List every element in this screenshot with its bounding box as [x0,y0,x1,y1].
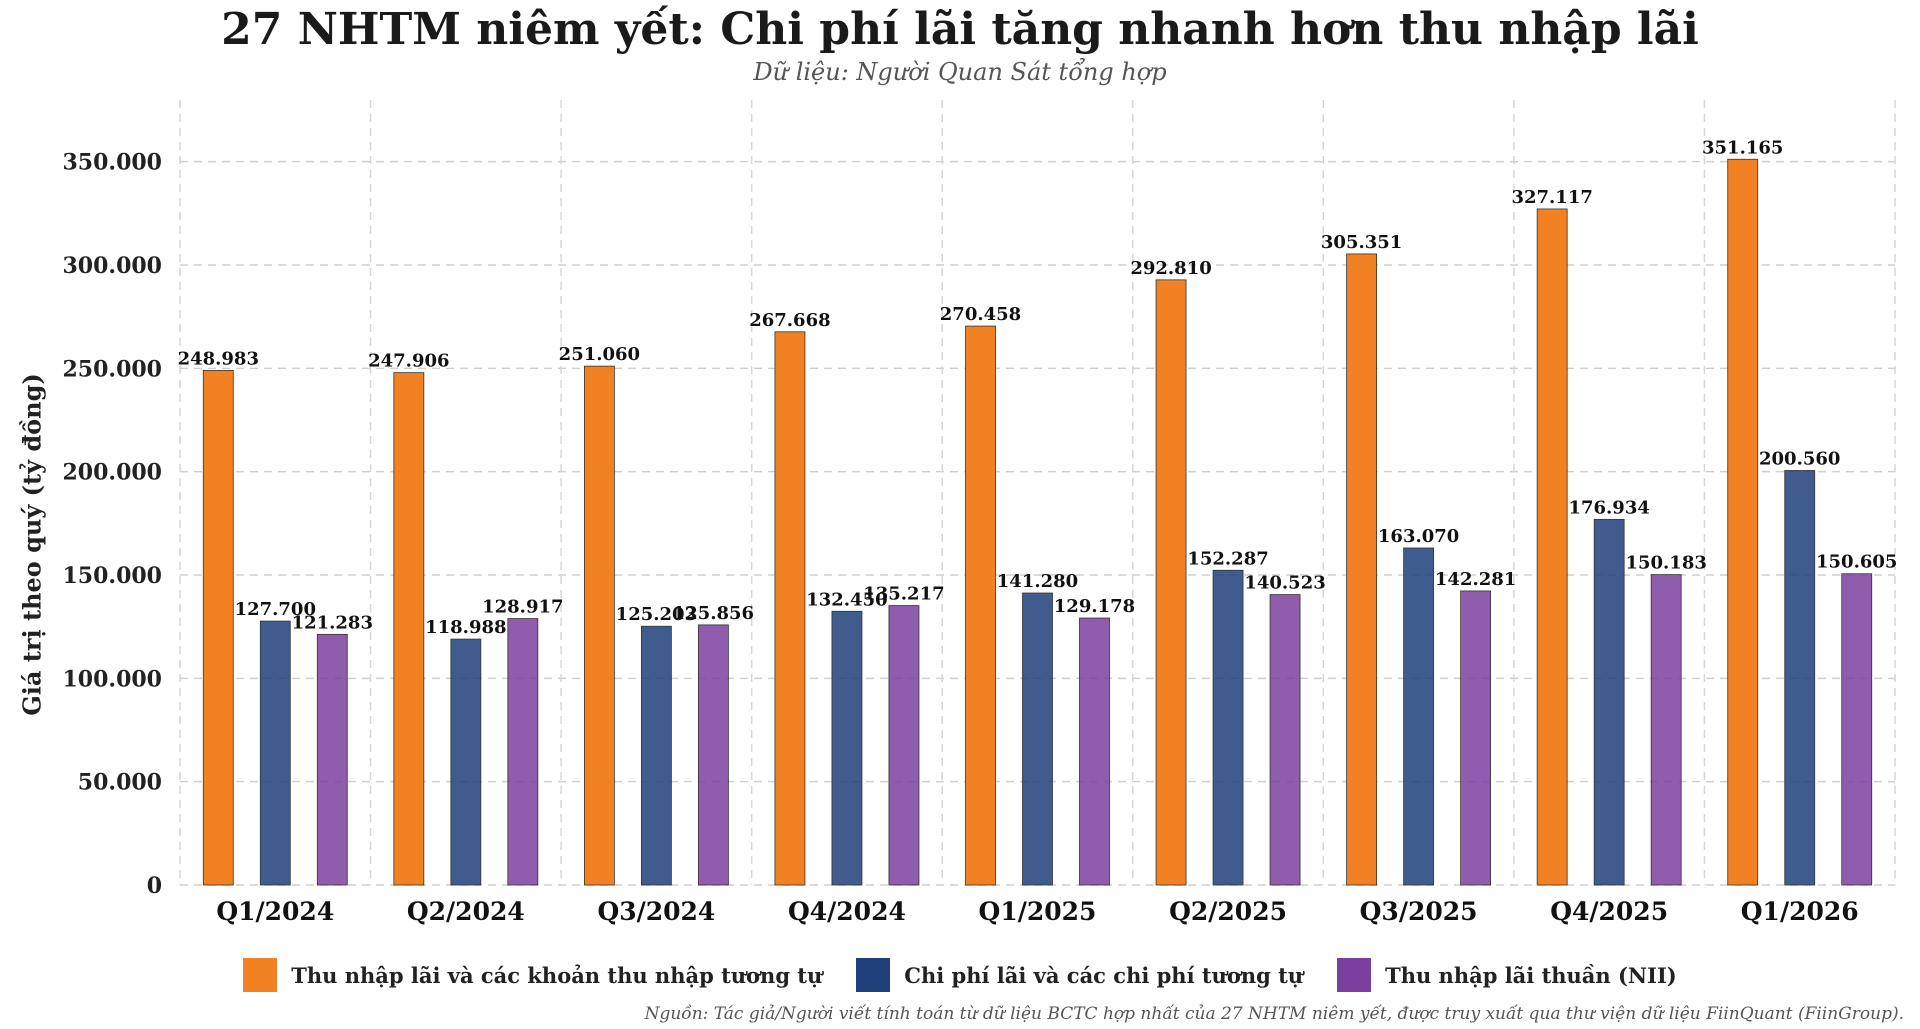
bar-nii [1460,590,1492,886]
data-label: 142.281 [1435,569,1516,590]
legend-item-interest-income: Thu nhập lãi và các khoản thu nhập tương… [243,958,822,992]
bar-interest-income [1727,158,1759,886]
bar-interest-income [583,365,615,886]
data-label: 129.178 [1054,596,1135,617]
y-tick-label: 0 [147,873,162,899]
x-tick-label: Q3/2025 [1360,897,1478,926]
chart-title: 27 NHTM niêm yết: Chi phí lãi tăng nhanh… [221,4,1699,55]
data-label: 270.458 [940,304,1021,325]
bar-interest-income [202,370,234,886]
data-label: 200.560 [1759,449,1840,470]
bar-nii [888,605,920,886]
bar-nii [507,618,539,886]
data-label: 121.283 [292,612,373,633]
data-label: 127.700 [235,599,316,620]
data-label: 351.165 [1702,137,1783,158]
legend-swatch-interest-expense [856,958,891,992]
data-label: 125.856 [673,603,754,624]
bar-interest-income [1155,279,1187,886]
legend-swatch-nii [1337,958,1372,992]
bar-nii [697,624,729,886]
data-label: 150.605 [1816,552,1897,573]
data-label: 132.450 [806,589,887,610]
legend-label-interest-expense: Chi phí lãi và các chi phí tương tự [904,962,1304,988]
bar-interest-expense [640,625,672,886]
data-label: 163.070 [1378,526,1459,547]
bar-interest-income [774,331,806,886]
x-tick-label: Q4/2025 [1550,897,1668,926]
y-tick-label: 100.000 [62,666,162,692]
bar-nii [316,633,348,886]
data-label: 327.117 [1511,187,1592,208]
y-tick-label: 250.000 [62,356,162,382]
legend-swatch-interest-income [243,958,278,992]
data-label: 135.217 [863,584,944,605]
data-label: 267.668 [749,310,830,331]
y-tick-label: 350.000 [62,150,162,176]
y-tick-label: 150.000 [62,563,162,589]
bar-nii [1269,594,1301,886]
data-label: 118.988 [425,617,506,638]
bar-interest-expense [1784,470,1816,886]
data-label: 292.810 [1130,258,1211,279]
bar-interest-expense [1403,547,1435,886]
bar-nii [1079,617,1110,886]
legend-item-nii: Thu nhập lãi thuần (NII) [1337,958,1677,992]
data-label: 247.906 [368,351,449,372]
source-note: Nguồn: Tác giả/Người viết tính toán từ d… [644,1004,1904,1024]
data-label: 248.983 [178,348,259,369]
data-label: 251.060 [559,344,640,365]
bar-interest-income [965,325,996,886]
y-tick-label: 300.000 [62,253,162,279]
y-tick-label: 50.000 [78,770,162,796]
bar-chart: 0 50.000 100.000 150.000 200.000 250.000 300.0… [62,100,1897,926]
bar-nii [1650,574,1682,886]
bar-interest-expense [1022,592,1053,886]
bar-interest-expense [1212,569,1244,886]
data-label: 141.280 [997,571,1078,592]
legend-label-interest-income: Thu nhập lãi và các khoản thu nhập tương… [291,962,823,988]
legend: Thu nhập lãi và các khoản thu nhập tương… [0,958,1920,992]
bar-interest-income [1536,208,1568,886]
x-tick-label: Q2/2025 [1169,897,1287,926]
bar-interest-expense [1593,518,1625,886]
x-tick-label: Q1/2024 [216,897,334,926]
x-tick-label: Q2/2024 [407,897,525,926]
data-label: 128.917 [482,597,563,618]
x-tick-label: Q3/2024 [597,897,715,926]
bar-interest-expense [831,610,863,886]
bar-nii [1841,573,1873,886]
legend-label-nii: Thu nhập lãi thuần (NII) [1385,962,1677,988]
data-label: 150.183 [1625,553,1706,574]
chart-subtitle: Dữ liệu: Người Quan Sát tổng hợp [753,58,1167,86]
data-label: 140.523 [1244,573,1325,594]
bar-interest-income [393,372,425,886]
bar-interest-income [1346,253,1378,886]
bar-interest-expense [259,620,291,886]
data-label: 152.287 [1187,548,1268,569]
y-tick-label: 200.000 [62,460,162,486]
data-label: 305.351 [1321,232,1402,253]
data-label: 125.203 [616,604,697,625]
x-tick-label: Q1/2026 [1741,897,1859,926]
x-tick-label: Q4/2024 [788,897,906,926]
bar-interest-expense [450,638,482,886]
legend-item-interest-expense: Chi phí lãi và các chi phí tương tự [856,958,1303,992]
data-label: 176.934 [1568,497,1649,518]
x-tick-label: Q1/2025 [979,897,1097,926]
